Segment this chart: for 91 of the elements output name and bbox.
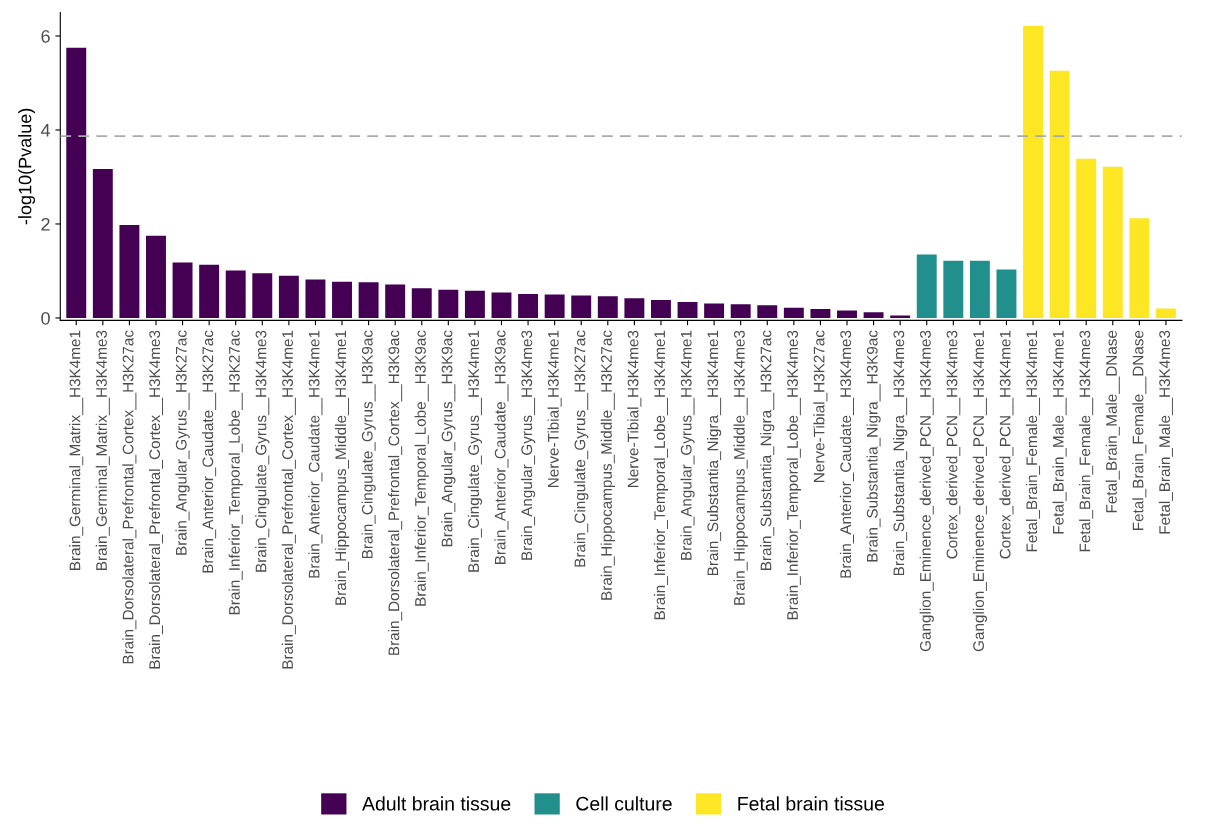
- x-tick-label: Brain_Cingulate_Gyrus__H3K4me1: [467, 330, 483, 572]
- bar: [252, 273, 273, 318]
- bar: [332, 281, 352, 318]
- bar: [278, 275, 299, 318]
- bar: [1155, 308, 1176, 318]
- x-tick-label: Cortex_derived_PCN__H3K4me3: [946, 330, 961, 559]
- x-tick-label: Brain_Hippocampus_Middle__H3K4me1: [334, 330, 350, 605]
- x-tick-label: Nerve-Tibial_H3K27ac: [813, 330, 828, 482]
- x-tick-label: Brain_Angular_Gyrus__H3K27ac: [175, 330, 190, 555]
- x-tick-label: Fetal_Brain_Male__H3K4me3: [1158, 330, 1173, 534]
- x-tick-label: Brain_Germinal_Matrix__H3K4me1: [69, 330, 84, 570]
- bar: [969, 260, 990, 318]
- x-tick-label: Brain_Angular_Gyrus__H3K4me3: [520, 330, 536, 560]
- legend-label: Fetal brain tissue: [738, 796, 884, 811]
- x-tick-label: Brain_Anterior_Caudate__H3K27ac: [202, 330, 217, 573]
- bar: [1102, 166, 1123, 318]
- bar: [92, 168, 113, 318]
- bar: [863, 312, 884, 318]
- bar: [783, 307, 804, 318]
- x-tick-label: Brain_Substantia_Nigra__H3K27ac: [760, 330, 775, 570]
- bar: [146, 235, 166, 318]
- bar: [704, 303, 725, 318]
- x-tick-label: Cortex_derived_PCN__H3K4me1: [999, 330, 1014, 559]
- x-tick-label: Nerve-Tibial_H3K4me1: [547, 330, 562, 487]
- bar: [730, 304, 751, 318]
- x-tick-label: Brain_Substantia_Nigra__H3K4me1: [706, 330, 722, 576]
- x-tick-label: Brain_Germinal_Matrix__H3K4me3: [95, 330, 110, 570]
- bar: [199, 264, 220, 318]
- x-tick-label: Brain_Angular_Gyrus__H3K9ac: [441, 330, 456, 547]
- x-tick-label: Brain_Inferior_Temporal_Lobe__H3K9ac: [414, 330, 429, 606]
- bar: [518, 294, 539, 318]
- bar: [411, 288, 432, 318]
- bar: [571, 295, 592, 318]
- x-tick-label: Brain_Hippocampus_Middle__H3K4me3: [733, 330, 748, 605]
- bar: [358, 282, 379, 318]
- bar: [544, 294, 565, 318]
- x-tick-label: Fetal_Brain_Female__DNase: [1132, 330, 1147, 531]
- legend-label: Adult brain tissue: [362, 796, 511, 811]
- x-tick-label: Brain_Angular_Gyrus__H3K4me1: [680, 330, 695, 560]
- bar: [172, 262, 193, 318]
- x-tick-label: Fetal_Brain_Female__H3K4me1: [1025, 330, 1041, 552]
- x-tick-label: Brain_Inferior_Temporal_Lobe__H3K27ac: [228, 330, 243, 615]
- x-tick-label: Brain_Cingulate_Gyrus__H3K27ac: [574, 330, 589, 567]
- bar: [624, 298, 645, 318]
- bar: [677, 301, 698, 318]
- bar: [119, 224, 140, 318]
- bar: [438, 289, 459, 318]
- y-tick-label: 4: [40, 124, 51, 137]
- bar: [943, 260, 964, 318]
- bar: [464, 290, 485, 318]
- bar: [225, 270, 246, 318]
- x-tick-label: Fetal_Brain_Male__H3K4me1: [1052, 330, 1067, 534]
- bar: [491, 292, 512, 318]
- y-tick-label: 0: [41, 311, 50, 325]
- legend-label: Cell culture: [576, 796, 672, 811]
- x-tick-label: Brain_Substantia_Nigra__H3K9ac: [866, 330, 881, 562]
- x-tick-label: Brain_Anterior_Caudate__H3K9ac: [494, 330, 509, 565]
- bar: [916, 254, 937, 318]
- bar: [305, 279, 326, 318]
- x-tick-label: Brain_Cingulate_Gyrus__H3K9ac: [361, 330, 376, 559]
- bar: [757, 305, 778, 318]
- bar: [650, 300, 671, 318]
- bar: [385, 284, 406, 318]
- y-tick-label: 6: [41, 29, 50, 43]
- bar: [837, 310, 857, 318]
- x-tick-label: Brain_Anterior_Caudate__H3K4me1: [308, 330, 323, 578]
- bar: [1076, 158, 1097, 318]
- x-tick-label: Brain_Substantia_Nigra__H3K4me3: [893, 330, 908, 576]
- y-tick-label: 2: [41, 217, 50, 231]
- x-tick-label: Brain_Inferior_Temporal_Lobe__H3K4me3: [786, 330, 801, 620]
- bar: [996, 269, 1017, 318]
- bar: [66, 47, 87, 318]
- x-tick-label: Brain_Dorsolateral_Prefrontal_Cortex__H3K9ac: [388, 330, 403, 655]
- bar: [810, 309, 831, 318]
- x-tick-label: Nerve-Tibial_H3K4me3: [627, 330, 642, 487]
- y-axis-title: -log10(Pvalue): [18, 108, 35, 225]
- x-tick-label: Brain_Dorsolateral_Prefrontal_Cortex__H3K27ac: [122, 330, 137, 664]
- bar: [1023, 25, 1044, 318]
- x-tick-label: Fetal_Brain_Female__H3K4me3: [1079, 330, 1094, 552]
- bar: [1129, 218, 1150, 318]
- x-tick-label: Brain_Inferior_Temporal_Lobe__H3K4me1: [653, 330, 669, 620]
- x-tick-label: Brain_Hippocampus_Middle__H3K27ac: [600, 330, 615, 600]
- bar: [597, 296, 618, 318]
- x-tick-label: Brain_Cingulate_Gyrus__H3K4me3: [255, 330, 270, 572]
- x-tick-label: Ganglion_Eminence_derived_PCN__H3K4me1: [972, 330, 988, 652]
- x-tick-label: Fetal_Brain_Male__DNase: [1105, 330, 1120, 513]
- x-tick-label: Brain_Dorsolateral_Prefrontal_Cortex__H3K4me3: [148, 330, 163, 669]
- x-tick-label: Brain_Dorsolateral_Prefrontal_Cortex__H3K4me1: [281, 330, 296, 669]
- x-tick-label: Ganglion_Eminence_derived_PCN__H3K4me3: [919, 330, 934, 652]
- bar: [1049, 70, 1070, 318]
- x-tick-label: Brain_Anterior_Caudate__H3K4me3: [839, 330, 854, 578]
